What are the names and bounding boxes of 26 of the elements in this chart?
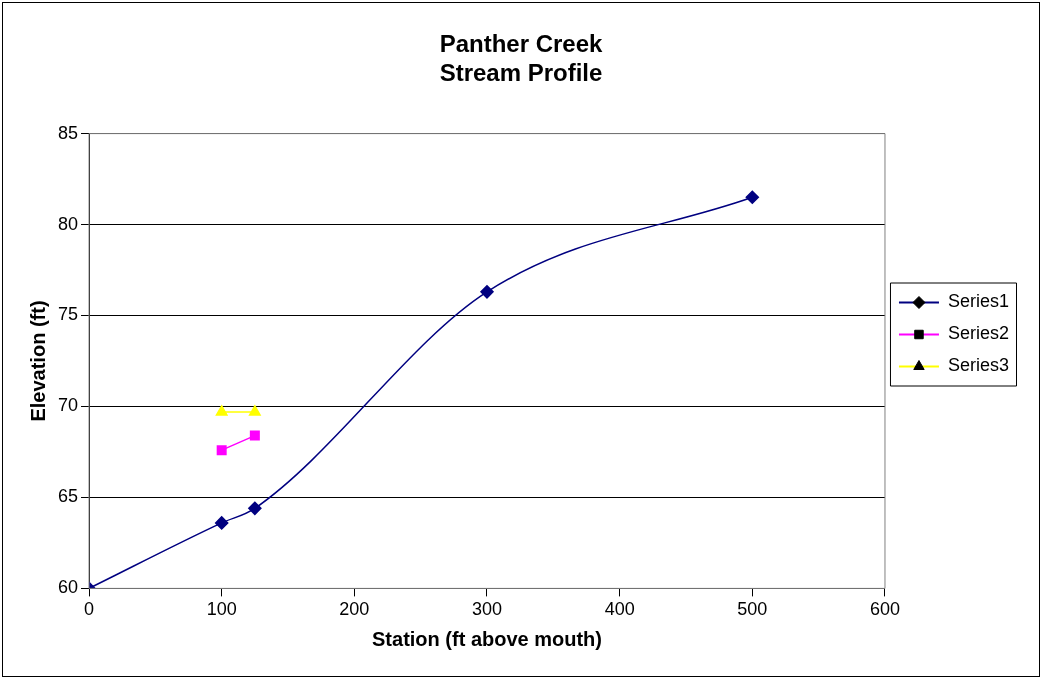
y-tick-label: 65 xyxy=(57,486,79,507)
point xyxy=(214,516,229,530)
point xyxy=(480,285,494,299)
point xyxy=(248,501,262,516)
x-tick-label: 100 xyxy=(206,599,237,620)
text: Panther Creek xyxy=(439,30,603,58)
x-tick-label: 600 xyxy=(869,599,900,620)
x-tick-label: 200 xyxy=(339,599,370,620)
y-axis-title: Elevation (ft) xyxy=(26,300,49,422)
y-tick-label: 70 xyxy=(57,395,79,416)
y-tick-label: 80 xyxy=(57,213,79,234)
x-tick-label: 500 xyxy=(737,599,768,620)
x-axis-title: Station (ft above mouth) xyxy=(372,627,602,650)
legend-label: Series3 xyxy=(947,355,1009,376)
x-tick-label: 300 xyxy=(471,599,503,620)
legend-label: Series2 xyxy=(947,323,1009,344)
x-tick-label: 400 xyxy=(604,599,635,620)
x-tick-label: 0 xyxy=(84,599,95,620)
y-tick-label: 75 xyxy=(57,304,79,325)
text: Stream Profile xyxy=(439,58,603,86)
legend-label: Series1 xyxy=(947,291,1009,312)
y-tick-label: 60 xyxy=(57,577,79,598)
point xyxy=(216,445,227,456)
y-tick-label: 85 xyxy=(57,122,79,143)
point xyxy=(249,430,260,441)
point xyxy=(745,190,760,205)
